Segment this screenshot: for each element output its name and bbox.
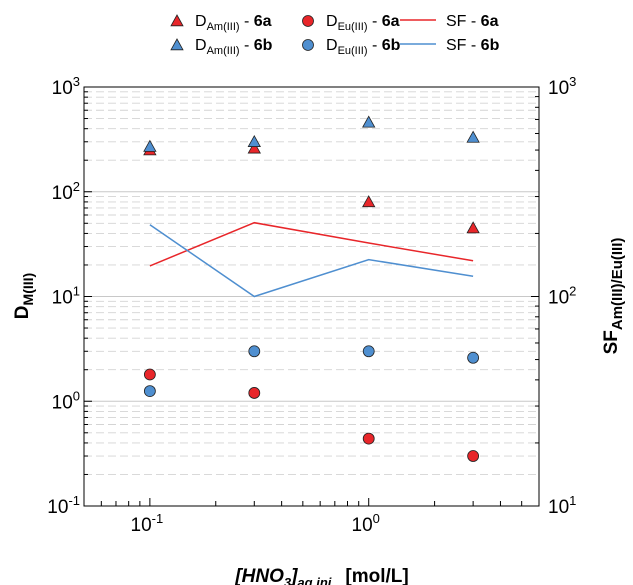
legend-marker xyxy=(302,39,314,51)
legend-item-dam6b: DAm(III) - 6b xyxy=(170,37,273,57)
y-right-tick-label: 103 xyxy=(548,74,576,99)
legend-item-dam6a: DAm(III) - 6a xyxy=(170,13,272,33)
y-right-tick-label: 101 xyxy=(548,493,576,518)
legend-label: DEu(III) - 6b xyxy=(326,37,401,57)
y-left-tick-label: 103 xyxy=(52,74,80,99)
point-dam6a xyxy=(247,141,261,154)
point-dam6b xyxy=(143,139,157,152)
y-left-axis-label: DM(III) xyxy=(12,273,36,319)
point-deu6b xyxy=(248,345,261,358)
point-deu6b xyxy=(362,345,375,358)
legend-marker xyxy=(170,38,184,51)
point-deu6b xyxy=(143,385,156,397)
point-dam6b xyxy=(466,130,480,143)
line-sf6b xyxy=(149,224,474,298)
legend-label: DAm(III) - 6b xyxy=(195,37,273,57)
x-axis-label: [HNO3]aq,ini [mol/L] xyxy=(234,566,408,585)
legend-item-deu6b: DEu(III) - 6b xyxy=(302,37,401,57)
legend-label: DEu(III) - 6a xyxy=(326,13,400,33)
legend: DAm(III) - 6a DEu(III) - 6a SF - 6a DAm(III… xyxy=(170,13,500,57)
y-right-tick-label: 102 xyxy=(548,284,576,309)
legend-item-sf6b: SF - 6b xyxy=(400,37,500,54)
point-dam6b xyxy=(247,134,261,147)
sf-lines xyxy=(149,221,474,298)
point-deu6a xyxy=(248,387,261,399)
y-left-tick-labels: 10-1 100 101 102 103 xyxy=(47,74,80,518)
y-right-tick-labels: 101 102 103 xyxy=(548,74,576,518)
y-left-tick-label: 100 xyxy=(52,388,80,413)
legend-label: SF - 6a xyxy=(446,13,499,30)
x-tick-labels: 10-1 100 xyxy=(131,511,380,536)
legend-marker xyxy=(302,15,314,27)
point-dam6a xyxy=(466,221,480,234)
y-left-tick-label: 10-1 xyxy=(47,493,80,518)
legend-label: DAm(III) - 6a xyxy=(195,13,272,33)
data-points xyxy=(143,115,480,462)
y-right-axis-label: SFAm(III)/Eu(III) xyxy=(601,238,626,355)
y-left-tick-label: 101 xyxy=(52,284,80,309)
axis-ticks xyxy=(84,91,539,507)
legend-item-sf6a: SF - 6a xyxy=(400,13,499,30)
point-deu6b xyxy=(467,351,480,364)
point-deu6a xyxy=(362,432,375,445)
grid-lines xyxy=(84,91,539,475)
x-tick-label: 100 xyxy=(352,511,380,536)
legend-label: SF - 6b xyxy=(446,37,500,54)
legend-item-deu6a: DEu(III) - 6a xyxy=(302,13,400,33)
point-deu6a xyxy=(143,368,156,381)
line-sf6a xyxy=(149,221,474,267)
legend-marker xyxy=(170,14,184,27)
point-deu6a xyxy=(467,450,480,462)
point-dam6a xyxy=(362,195,376,208)
y-left-tick-label: 102 xyxy=(52,179,80,204)
point-dam6b xyxy=(362,115,376,128)
x-tick-label: 10-1 xyxy=(131,511,164,536)
